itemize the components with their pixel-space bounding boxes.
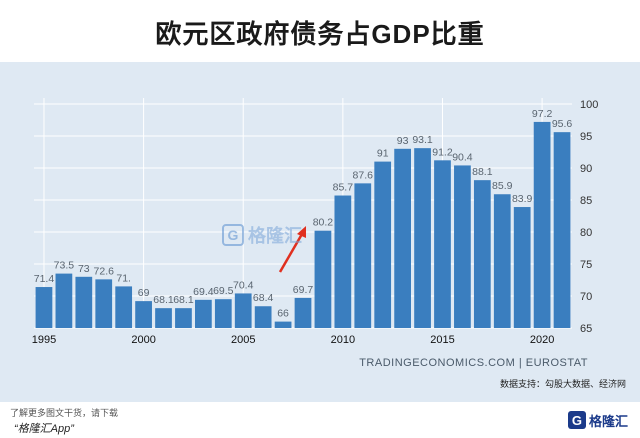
bar [274, 321, 292, 328]
bar-value-label: 93 [397, 135, 409, 147]
bar [234, 293, 252, 328]
bar-value-label: 90.4 [452, 151, 473, 163]
bar [354, 183, 372, 328]
data-support: 数据支持：勾股大数据、经济网 [500, 378, 626, 389]
annotation-arrow [278, 226, 306, 273]
y-tick-label: 65 [580, 323, 592, 335]
bar [493, 194, 511, 328]
bar [294, 297, 312, 328]
bar-value-label: 87.6 [353, 169, 374, 181]
x-tick-label: 1995 [32, 334, 56, 346]
bar-layer [35, 121, 571, 328]
bar-value-label: 68.1 [173, 294, 194, 306]
bar [155, 308, 172, 328]
bar-value-label: 66 [277, 308, 289, 320]
bar-value-label: 68.1 [153, 294, 174, 306]
chart-source: TRADINGECONOMICS.COM | EUROSTAT [359, 357, 588, 369]
bar-value-label: 93.1 [412, 134, 433, 146]
bar-value-label: 91 [377, 148, 389, 160]
x-axis: 1995 2000 2005 2010 2015 2020 [32, 334, 555, 346]
bar-value-label: 83.9 [512, 193, 533, 205]
bar [414, 148, 431, 328]
bar [75, 276, 93, 328]
y-tick-label: 90 [580, 163, 592, 175]
bar-value-label: 70.4 [233, 279, 254, 291]
bar-value-label: 69 [138, 287, 150, 299]
bar [394, 148, 411, 328]
bar-value-label: 88.1 [472, 166, 493, 178]
bar [95, 279, 113, 328]
y-tick-label: 85 [580, 195, 592, 207]
brand-logo-icon: G [567, 411, 586, 429]
bar [175, 308, 192, 328]
bar-value-label: 72.6 [94, 265, 115, 277]
bar [374, 161, 392, 328]
bar-value-label: 73.5 [54, 260, 75, 272]
bar-value-label: 71.4 [34, 273, 55, 285]
bar [195, 299, 212, 328]
footer: 了解更多图文干货，请下载 “格隆汇App” G 格隆汇 [0, 402, 640, 438]
bar-value-label: 80.2 [313, 217, 334, 229]
bar [314, 230, 332, 328]
bar [115, 286, 133, 328]
bar-value-label: 91.2 [432, 146, 453, 158]
page-title: 欧元区政府债务占GDP比重 [155, 19, 485, 49]
brand-logo: G 格隆汇 [567, 408, 628, 432]
bar [533, 121, 551, 328]
y-tick-label: 75 [580, 259, 592, 271]
bar [513, 207, 531, 328]
y-tick-label: 95 [580, 131, 592, 143]
watermark-text: 格隆汇 [248, 226, 302, 246]
bar-value-label: 69.7 [293, 284, 314, 296]
bar [35, 287, 53, 328]
bar-value-label: 97.2 [532, 108, 553, 120]
watermark: G 格隆汇 [222, 222, 302, 248]
x-tick-label: 2010 [331, 334, 355, 346]
watermark-logo-icon: G [222, 224, 244, 246]
bar-value-label: 69.4 [193, 286, 214, 298]
x-tick-label: 2005 [231, 334, 255, 346]
bar [135, 301, 152, 328]
bar [55, 273, 73, 328]
bar-value-label: 85.7 [333, 182, 354, 194]
y-tick-label: 70 [580, 291, 592, 303]
footer-download-hint: 了解更多图文干货，请下载 [10, 408, 119, 418]
bar-value-label: 95.6 [552, 118, 573, 130]
chart-area: 71.4 73.5 73 72.6 71. 69 68.1 68.1 69.4 69.5 70.4 6… [0, 62, 640, 402]
bar [473, 180, 491, 328]
x-tick-label: 2020 [530, 334, 554, 346]
bar-value-label: 69.5 [213, 285, 234, 297]
bar [214, 299, 232, 328]
bar-value-label: 73 [78, 263, 90, 275]
y-axis: 65 70 75 80 85 90 95 100 [580, 99, 598, 335]
y-tick-label: 80 [580, 227, 592, 239]
bar [454, 165, 471, 328]
bar [334, 195, 352, 328]
bar [434, 160, 451, 328]
bar [553, 132, 571, 328]
bar [254, 306, 272, 328]
x-tick-label: 2000 [131, 334, 155, 346]
y-tick-label: 100 [580, 99, 598, 111]
footer-app-name: “格隆汇App” [14, 423, 74, 435]
bar-value-label: 68.4 [253, 292, 274, 304]
bar-value-label: 85.9 [492, 180, 513, 192]
x-tick-label: 2015 [430, 334, 454, 346]
bar-value-label: 71. [116, 272, 131, 284]
brand-logo-text: 格隆汇 [588, 413, 628, 429]
